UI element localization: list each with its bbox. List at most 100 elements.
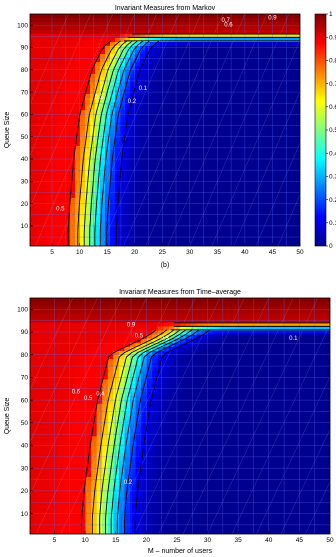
heat-cell: [205, 138, 211, 143]
heat-cell: [170, 234, 176, 239]
heat-cell: [285, 102, 291, 107]
mesh-line: [211, 39, 300, 246]
heat-cell: [145, 162, 151, 167]
heat-cell: [241, 338, 248, 344]
heat-cell: [80, 14, 86, 19]
heat-cell: [115, 214, 121, 219]
heat-cell: [107, 403, 114, 409]
heat-cell: [95, 58, 101, 63]
heat-cell: [70, 198, 76, 203]
heat-cell: [60, 38, 66, 43]
heat-cell: [35, 134, 41, 139]
heat-cell: [110, 66, 116, 71]
heat-cell: [207, 411, 214, 417]
heat-cell: [230, 371, 237, 376]
heat-cell: [285, 363, 292, 368]
heat-cell: [235, 146, 241, 151]
heat-cell: [55, 198, 61, 203]
heat-cell: [313, 342, 320, 348]
contour-label: 0.5: [56, 206, 65, 212]
heat-cell: [100, 110, 106, 115]
heat-cell: [52, 371, 59, 376]
heat-cell: [30, 110, 36, 115]
heat-cell: [190, 158, 196, 163]
heat-cell: [174, 391, 181, 397]
heat-cell: [185, 142, 191, 147]
heat-cell: [80, 98, 86, 103]
heat-cell: [230, 46, 236, 51]
heat-cell: [65, 42, 71, 47]
heat-cell: [90, 106, 96, 111]
heat-cell: [120, 214, 126, 219]
heat-cell: [45, 118, 51, 123]
heat-cell: [80, 110, 86, 115]
heat-cell: [205, 118, 211, 123]
heat-cell: [105, 94, 111, 99]
heat-cell: [160, 214, 166, 219]
heat-cell: [160, 206, 166, 211]
heat-cell: [45, 106, 51, 111]
heat-cell: [52, 403, 59, 409]
heat-cell: [35, 42, 41, 47]
heat-cell: [55, 126, 61, 131]
heat-cell: [157, 310, 164, 315]
heat-cell: [60, 166, 66, 171]
heat-cell: [202, 322, 209, 328]
heat-cell: [55, 166, 61, 171]
heat-cell: [180, 62, 186, 67]
heat-cell: [170, 202, 176, 207]
heat-cell: [195, 238, 201, 243]
heat-cell: [160, 26, 166, 31]
heat-cell: [107, 416, 114, 421]
heat-cell: [95, 74, 101, 79]
heat-cell: [235, 218, 241, 223]
heat-cell: [50, 202, 56, 207]
heat-cell: [124, 330, 131, 336]
heat-cell: [190, 166, 196, 171]
heat-cell: [152, 391, 159, 397]
heat-cell: [280, 178, 286, 183]
heat-cell: [195, 222, 201, 227]
heat-cell: [274, 298, 281, 303]
heat-cell: [40, 138, 46, 143]
heat-cell: [91, 411, 98, 417]
heat-cell: [246, 322, 253, 328]
heat-cell: [168, 302, 176, 307]
heat-cell: [313, 407, 320, 413]
heat-cell: [215, 110, 221, 115]
heat-cell: [246, 346, 253, 352]
heat-cell: [163, 310, 170, 315]
heat-cell: [255, 166, 261, 171]
heat-cell: [35, 142, 41, 147]
heat-cell: [210, 170, 216, 175]
heat-cell: [80, 94, 86, 99]
heat-cell: [230, 403, 237, 409]
heat-cell: [74, 379, 81, 385]
heat-cell: [35, 130, 41, 135]
heat-cell: [150, 146, 156, 151]
heat-cell: [165, 174, 171, 179]
heat-cell: [191, 416, 198, 421]
heat-cell: [255, 138, 261, 143]
heat-cell: [260, 22, 266, 27]
heat-cell: [185, 106, 191, 111]
heat-cell: [160, 22, 166, 27]
heat-cell: [90, 138, 96, 143]
heat-cell: [275, 186, 281, 191]
heat-cell: [35, 170, 41, 175]
heat-cell: [115, 74, 121, 79]
heat-cell: [265, 50, 271, 55]
heat-cell: [60, 170, 66, 175]
heat-cell: [196, 354, 203, 360]
heat-cell: [160, 162, 166, 167]
heat-cell: [268, 322, 276, 328]
heat-cell: [180, 126, 186, 131]
heat-cell: [150, 166, 156, 171]
heat-cell: [230, 78, 236, 83]
heat-cell: [202, 354, 209, 360]
heat-cell: [40, 50, 46, 55]
heat-cell: [245, 18, 251, 23]
heat-cell: [180, 138, 186, 143]
heat-cell: [207, 302, 214, 307]
heat-cell: [115, 174, 121, 179]
